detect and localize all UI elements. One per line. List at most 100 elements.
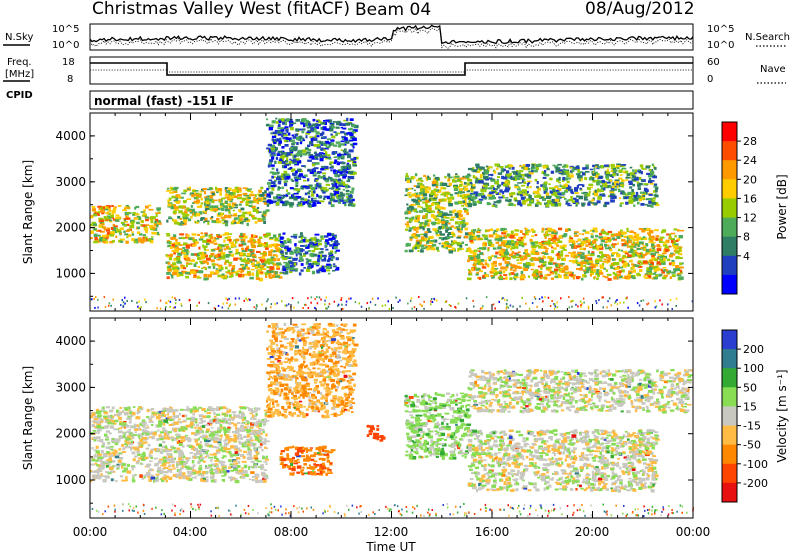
scatter-cell: [543, 276, 548, 280]
scatter-cell: [203, 251, 207, 254]
scatter-cell: [595, 261, 600, 265]
scatter-cell: [268, 151, 272, 154]
scatter-cell: [183, 189, 188, 193]
scatter-cell: [520, 196, 525, 200]
scatter-cell: [544, 181, 548, 185]
scatter-cell: [334, 174, 338, 177]
nave-tick-bottom: 0: [707, 74, 713, 85]
scatter-cell: [254, 473, 260, 477]
speckle-cell: [568, 306, 570, 309]
scatter-cell: [554, 186, 559, 189]
scatter-cell: [491, 264, 494, 268]
scatter-cell: [266, 233, 271, 237]
speckle-cell: [124, 296, 126, 299]
scatter-cell: [289, 158, 292, 161]
scatter-cell: [330, 258, 334, 261]
scatter-cell: [466, 193, 471, 196]
scatter-cell: [632, 243, 637, 246]
scatter-cell: [440, 199, 446, 202]
scatter-cell: [295, 250, 301, 254]
scatter-cell: [421, 193, 424, 197]
scatter-cell: [519, 256, 524, 259]
scatter-cell: [497, 246, 502, 250]
scatter-cell: [586, 254, 592, 256]
scatter-cell: [345, 189, 350, 193]
scatter-cell: [586, 267, 592, 271]
speckle-cell: [196, 304, 198, 307]
scatter-cell: [313, 152, 317, 155]
scatter-cell: [529, 200, 533, 203]
scatter-cell: [324, 188, 329, 192]
scatter-cell: [106, 227, 111, 230]
scatter-cell: [275, 138, 281, 141]
scatter-cell: [283, 134, 288, 137]
scatter-cell: [197, 219, 200, 223]
scatter-cell: [104, 240, 109, 244]
scatter-cell: [290, 235, 295, 238]
scatter-cell: [412, 226, 416, 230]
scatter-cell: [517, 182, 523, 184]
scatter-cell: [324, 190, 328, 193]
speckle-cell: [166, 302, 168, 305]
scatter-cell: [131, 233, 135, 236]
scatter-cell: [621, 256, 625, 259]
scatter-cell: [346, 196, 349, 198]
scatter-cell: [491, 254, 494, 257]
scatter-cell: [579, 187, 582, 190]
scatter-cell: [598, 176, 603, 179]
scatter-cell: [439, 214, 445, 218]
scatter-cell: [451, 231, 454, 235]
scatter-cell: [274, 139, 277, 143]
scatter-cell: [307, 129, 310, 133]
scatter-cell: [661, 261, 666, 265]
noise-sky-label: N.Sky: [5, 32, 33, 43]
scatter-cell: [306, 119, 309, 123]
scatter-cell: [526, 190, 529, 194]
scatter-cell: [269, 159, 274, 163]
scatter-cell: [173, 251, 176, 255]
scatter-cell: [620, 229, 623, 232]
scatter-cell: [289, 261, 295, 264]
scatter-cell: [531, 235, 535, 238]
scatter-cell: [628, 234, 633, 239]
scatter-cell: [628, 276, 632, 279]
scatter-cell: [347, 160, 351, 163]
scatter-cell: [427, 177, 431, 180]
scatter-cell: [246, 253, 251, 257]
scatter-cell: [502, 256, 507, 258]
scatter-cell: [412, 233, 417, 236]
scatter-cell: [506, 170, 510, 174]
scatter-cell: [490, 195, 495, 198]
scatter-cell: [284, 180, 289, 183]
scatter-cell: [546, 199, 551, 203]
speckle-cell: [654, 300, 656, 303]
scatter-cell: [437, 250, 440, 252]
scatter-cell: [589, 168, 593, 171]
scatter-cell: [266, 187, 269, 191]
scatter-cell: [262, 251, 267, 254]
scatter-cell: [326, 138, 332, 141]
scatter-cell: [454, 227, 457, 230]
scatter-cell: [521, 242, 527, 246]
scatter-cell: [628, 199, 634, 202]
scatter-cell: [269, 266, 274, 270]
scatter-cell: [137, 237, 142, 240]
scatter-cell: [452, 240, 457, 243]
scatter-cell: [638, 241, 644, 245]
scatter-cell: [652, 175, 657, 179]
speckle-cell: [358, 302, 360, 305]
scatter-cell: [302, 153, 308, 156]
speckle-cell: [627, 306, 629, 309]
scatter-cell: [612, 262, 617, 265]
scatter-cell: [437, 189, 442, 193]
scatter-cell: [484, 189, 487, 193]
scatter-cell: [585, 166, 589, 170]
scatter-cell: [654, 204, 660, 207]
scatter-cell: [311, 237, 316, 241]
scatter-cell: [431, 183, 437, 187]
scatter-cell: [195, 269, 199, 272]
scatter-cell: [420, 247, 426, 250]
scatter-cell: [225, 266, 228, 270]
scatter-cell: [211, 216, 214, 219]
scatter-cell: [610, 167, 615, 170]
